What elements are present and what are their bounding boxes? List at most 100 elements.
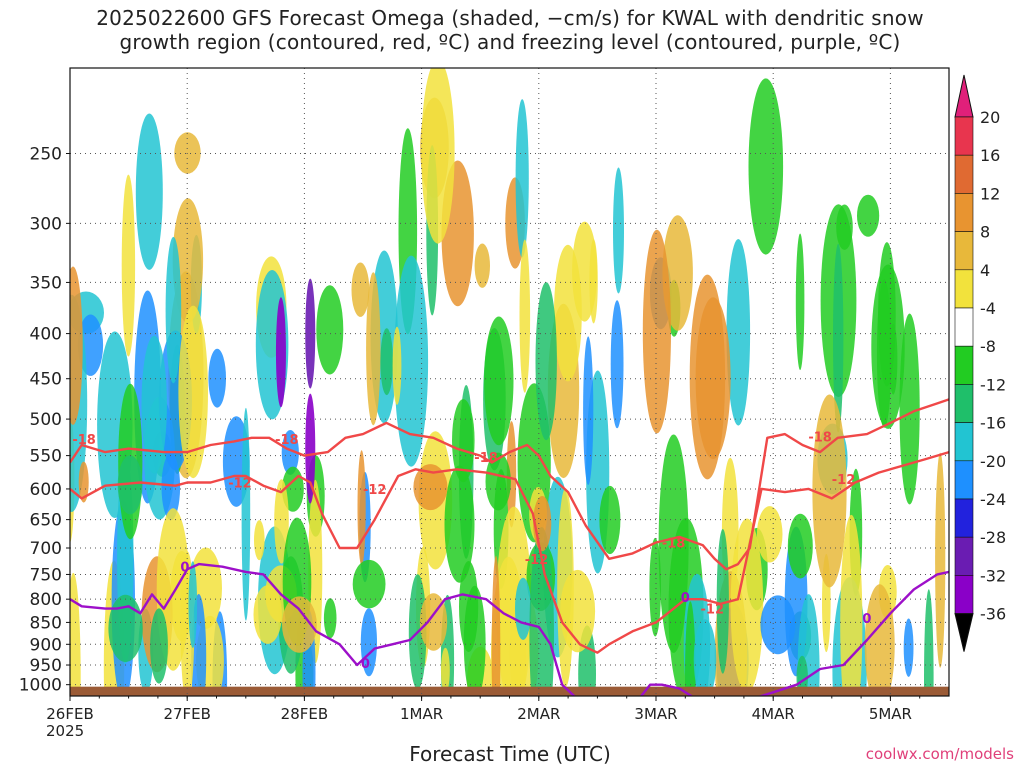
- omega-cell: [760, 595, 796, 655]
- colorbar-segment: [954, 575, 974, 614]
- colorbar-segment: [954, 345, 974, 385]
- contour-label: -18: [662, 536, 686, 551]
- contour-label: -18: [72, 433, 96, 448]
- omega-cell: [726, 238, 751, 426]
- omega-cell: [282, 596, 317, 653]
- omega-cell: [496, 506, 532, 696]
- omega-cell: [529, 527, 554, 696]
- omega-cell: [121, 174, 136, 357]
- omega-cell: [392, 326, 402, 405]
- x-axis-label: Forecast Time (UTC): [409, 742, 611, 766]
- omega-cell: [756, 506, 783, 563]
- omega-cell: [864, 584, 895, 696]
- omega-cell: [748, 78, 784, 255]
- omega-cell: [419, 593, 448, 651]
- y-tick-label: 850: [30, 613, 62, 633]
- y-tick-label: 250: [30, 144, 62, 164]
- colorbar-segment: [954, 116, 974, 156]
- omega-cell: [924, 589, 934, 696]
- contour-label: -12: [363, 483, 387, 498]
- omega-cell: [515, 99, 529, 258]
- site-watermark: coolwx.com/models: [865, 745, 1014, 763]
- omega-cell: [78, 461, 89, 503]
- omega-cell: [474, 243, 490, 288]
- omega-cell: [70, 266, 83, 425]
- y-tick-label: 500: [30, 410, 62, 430]
- omega-cell: [716, 529, 729, 674]
- title-line-2: growth region (contoured, red, ºC) and f…: [119, 30, 901, 54]
- y-tick-label: 950: [30, 656, 62, 676]
- contour-label: -12: [228, 477, 252, 492]
- contour-label: -12: [832, 473, 856, 488]
- x-tick-label: 1MAR: [400, 705, 443, 723]
- colorbar-label: -24: [980, 490, 1006, 509]
- omega-cell: [380, 328, 394, 396]
- omega-cell: [441, 647, 450, 694]
- omega-cell: [610, 300, 624, 429]
- omega-cell: [485, 452, 511, 511]
- colorbar-label: 8: [980, 223, 990, 242]
- omega-cell: [649, 537, 661, 637]
- omega-cell: [351, 262, 370, 317]
- omega-cell: [316, 285, 344, 375]
- colorbar-segment: [954, 384, 974, 423]
- omega-cell: [833, 243, 844, 433]
- omega-cell: [903, 618, 914, 677]
- omega-cell: [535, 282, 557, 441]
- omega-cell: [274, 479, 289, 564]
- omega-cell: [253, 520, 265, 561]
- omega-cell: [366, 272, 381, 426]
- omega-cell: [444, 465, 475, 583]
- terrain-fill: [70, 686, 949, 696]
- x-tick-label: 27FEB: [163, 705, 210, 723]
- omega-cell: [323, 598, 337, 639]
- omega-cell: [459, 561, 479, 652]
- colorbar-extend-top: [954, 74, 974, 118]
- y-tick-label: 550: [30, 447, 62, 467]
- y-tick-label: 400: [30, 325, 62, 345]
- colorbar-segment: [954, 498, 974, 538]
- x-tick-label: 2MAR: [517, 705, 560, 723]
- colorbar-extend-bottom: [954, 613, 974, 652]
- colorbar-label: -12: [980, 375, 1006, 394]
- colorbar-label: 4: [980, 261, 990, 280]
- omega-cell: [241, 407, 251, 621]
- y-tick-label: 600: [30, 480, 62, 500]
- colorbar-segment: [954, 154, 974, 194]
- omega-shading: [70, 68, 946, 696]
- colorbar-segment: [954, 307, 974, 347]
- omega-cell: [141, 335, 167, 474]
- omega-cell-strong: [305, 393, 316, 504]
- contour-label: 0: [862, 612, 871, 627]
- omega-cell: [394, 255, 429, 467]
- omega-cell: [108, 594, 143, 663]
- omega-cell: [795, 233, 805, 371]
- y-tick-label: 1000: [19, 676, 62, 696]
- contour-label: -18: [474, 451, 498, 466]
- contour-label: 0: [361, 657, 370, 672]
- omega-cell: [352, 559, 386, 609]
- terrain-band: [70, 686, 949, 696]
- x-tick-year: 2025: [46, 722, 85, 740]
- colorbar-label: -8: [980, 337, 996, 356]
- y-tick-label: 750: [30, 565, 62, 585]
- omega-cell: [421, 68, 455, 244]
- colorbar-label: 20: [980, 108, 1000, 127]
- colorbar-segment: [954, 193, 974, 232]
- colorbar-segment: [954, 231, 974, 271]
- omega-cell-strong: [275, 297, 286, 408]
- contour-line--12: [70, 450, 949, 654]
- x-tick-label: 5MAR: [869, 705, 912, 723]
- omega-cell: [554, 244, 582, 382]
- y-tick-label: 800: [30, 590, 62, 610]
- omega-cell: [506, 421, 517, 528]
- omega-cell: [642, 229, 672, 434]
- contour-label: 0: [681, 591, 690, 606]
- contour-line--18: [70, 398, 949, 571]
- y-tick-label: 350: [30, 273, 62, 293]
- omega-cell: [730, 518, 764, 693]
- contour-lines: -18 -18 -18 -18 -18 -12 -12 -12 -12 -12 0 0 0 0: [70, 398, 949, 696]
- x-tick-label: 3MAR: [634, 705, 677, 723]
- colorbar-segment: [954, 460, 974, 500]
- omega-cell: [689, 274, 726, 480]
